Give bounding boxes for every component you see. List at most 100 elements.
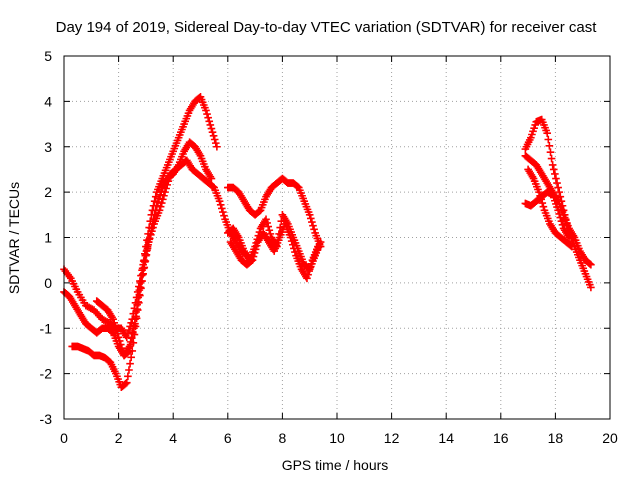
data-point <box>305 267 313 275</box>
data-point <box>143 246 151 255</box>
data-point <box>113 329 122 338</box>
data-point <box>147 224 156 233</box>
data-point <box>142 251 150 260</box>
data-point <box>215 197 224 205</box>
data-point <box>266 230 275 238</box>
data-point <box>250 249 259 257</box>
data-marks <box>60 93 595 392</box>
data-point <box>553 179 561 187</box>
y-tick-label: 1 <box>44 230 52 246</box>
data-point <box>262 215 270 224</box>
data-point <box>204 113 212 122</box>
data-point <box>125 326 133 334</box>
data-point <box>291 248 299 256</box>
data-point <box>109 315 117 323</box>
data-point <box>310 225 318 234</box>
data-point <box>216 201 225 209</box>
data-point <box>148 220 157 228</box>
data-point <box>150 211 159 219</box>
x-axis-label: GPS time / hours <box>282 457 389 473</box>
y-tick-label: 5 <box>44 48 52 64</box>
data-point <box>316 238 325 246</box>
data-point <box>314 242 322 251</box>
data-point <box>149 215 158 224</box>
data-point <box>157 187 165 196</box>
data-point <box>537 195 546 204</box>
x-tick-label: 4 <box>169 430 177 446</box>
data-point <box>585 260 594 268</box>
data-point <box>306 214 315 223</box>
data-point <box>554 206 562 215</box>
data-point <box>546 148 555 156</box>
data-point <box>161 188 169 196</box>
data-point <box>552 200 560 208</box>
data-point <box>251 245 260 254</box>
data-point <box>136 283 145 292</box>
data-point <box>211 139 220 147</box>
data-point <box>122 378 131 387</box>
data-point <box>551 170 559 178</box>
data-point <box>286 233 295 242</box>
x-tick-label: 8 <box>279 430 287 446</box>
data-point <box>548 161 557 169</box>
data-point <box>307 260 316 268</box>
data-point <box>141 258 149 266</box>
data-point <box>205 117 214 126</box>
data-point <box>220 211 228 220</box>
chart-title: Day 194 of 2019, Sidereal Day-to-day VTE… <box>56 19 598 36</box>
data-point <box>527 133 535 142</box>
data-point <box>125 342 134 351</box>
data-point <box>529 127 537 136</box>
y-axis-label: SDTVAR / TECUs <box>6 182 22 294</box>
x-tick-label: 18 <box>548 430 564 446</box>
data-point <box>549 193 558 202</box>
y-tick-label: 2 <box>44 184 52 200</box>
data-point <box>208 128 217 137</box>
data-point <box>587 283 595 292</box>
data-point <box>128 328 137 337</box>
x-tick-label: 6 <box>224 430 232 446</box>
data-point <box>528 130 536 139</box>
data-point <box>209 132 218 140</box>
data-point <box>128 347 137 355</box>
data-point <box>118 344 126 353</box>
data-point <box>305 211 314 219</box>
data-point <box>135 290 144 299</box>
data-point <box>248 256 257 264</box>
data-point <box>206 121 215 129</box>
data-point <box>309 221 317 230</box>
data-point <box>159 195 167 204</box>
data-point <box>121 379 130 388</box>
data-point <box>207 124 216 133</box>
data-point <box>203 110 211 118</box>
data-point <box>567 242 576 251</box>
data-point <box>110 319 119 327</box>
data-point <box>219 208 227 216</box>
data-point <box>116 340 125 349</box>
data-point <box>308 218 316 226</box>
data-point <box>154 198 162 206</box>
data-point <box>288 240 297 249</box>
data-point <box>549 165 558 174</box>
data-point <box>557 217 566 225</box>
data-point <box>130 324 138 333</box>
data-point <box>535 188 543 196</box>
grid <box>64 56 610 419</box>
data-point <box>548 190 557 199</box>
y-tick-label: 0 <box>44 275 52 291</box>
series-track-b <box>60 93 221 360</box>
y-tick-label: 4 <box>44 93 52 109</box>
data-point <box>139 264 148 273</box>
data-point <box>553 203 561 211</box>
data-point <box>252 241 261 250</box>
data-point <box>131 319 139 328</box>
data-point <box>538 199 547 207</box>
data-point <box>263 219 271 227</box>
series-track-a <box>60 156 257 342</box>
data-point <box>543 129 552 137</box>
x-tick-label: 14 <box>438 430 454 446</box>
data-point <box>290 244 298 253</box>
data-point <box>156 191 164 199</box>
